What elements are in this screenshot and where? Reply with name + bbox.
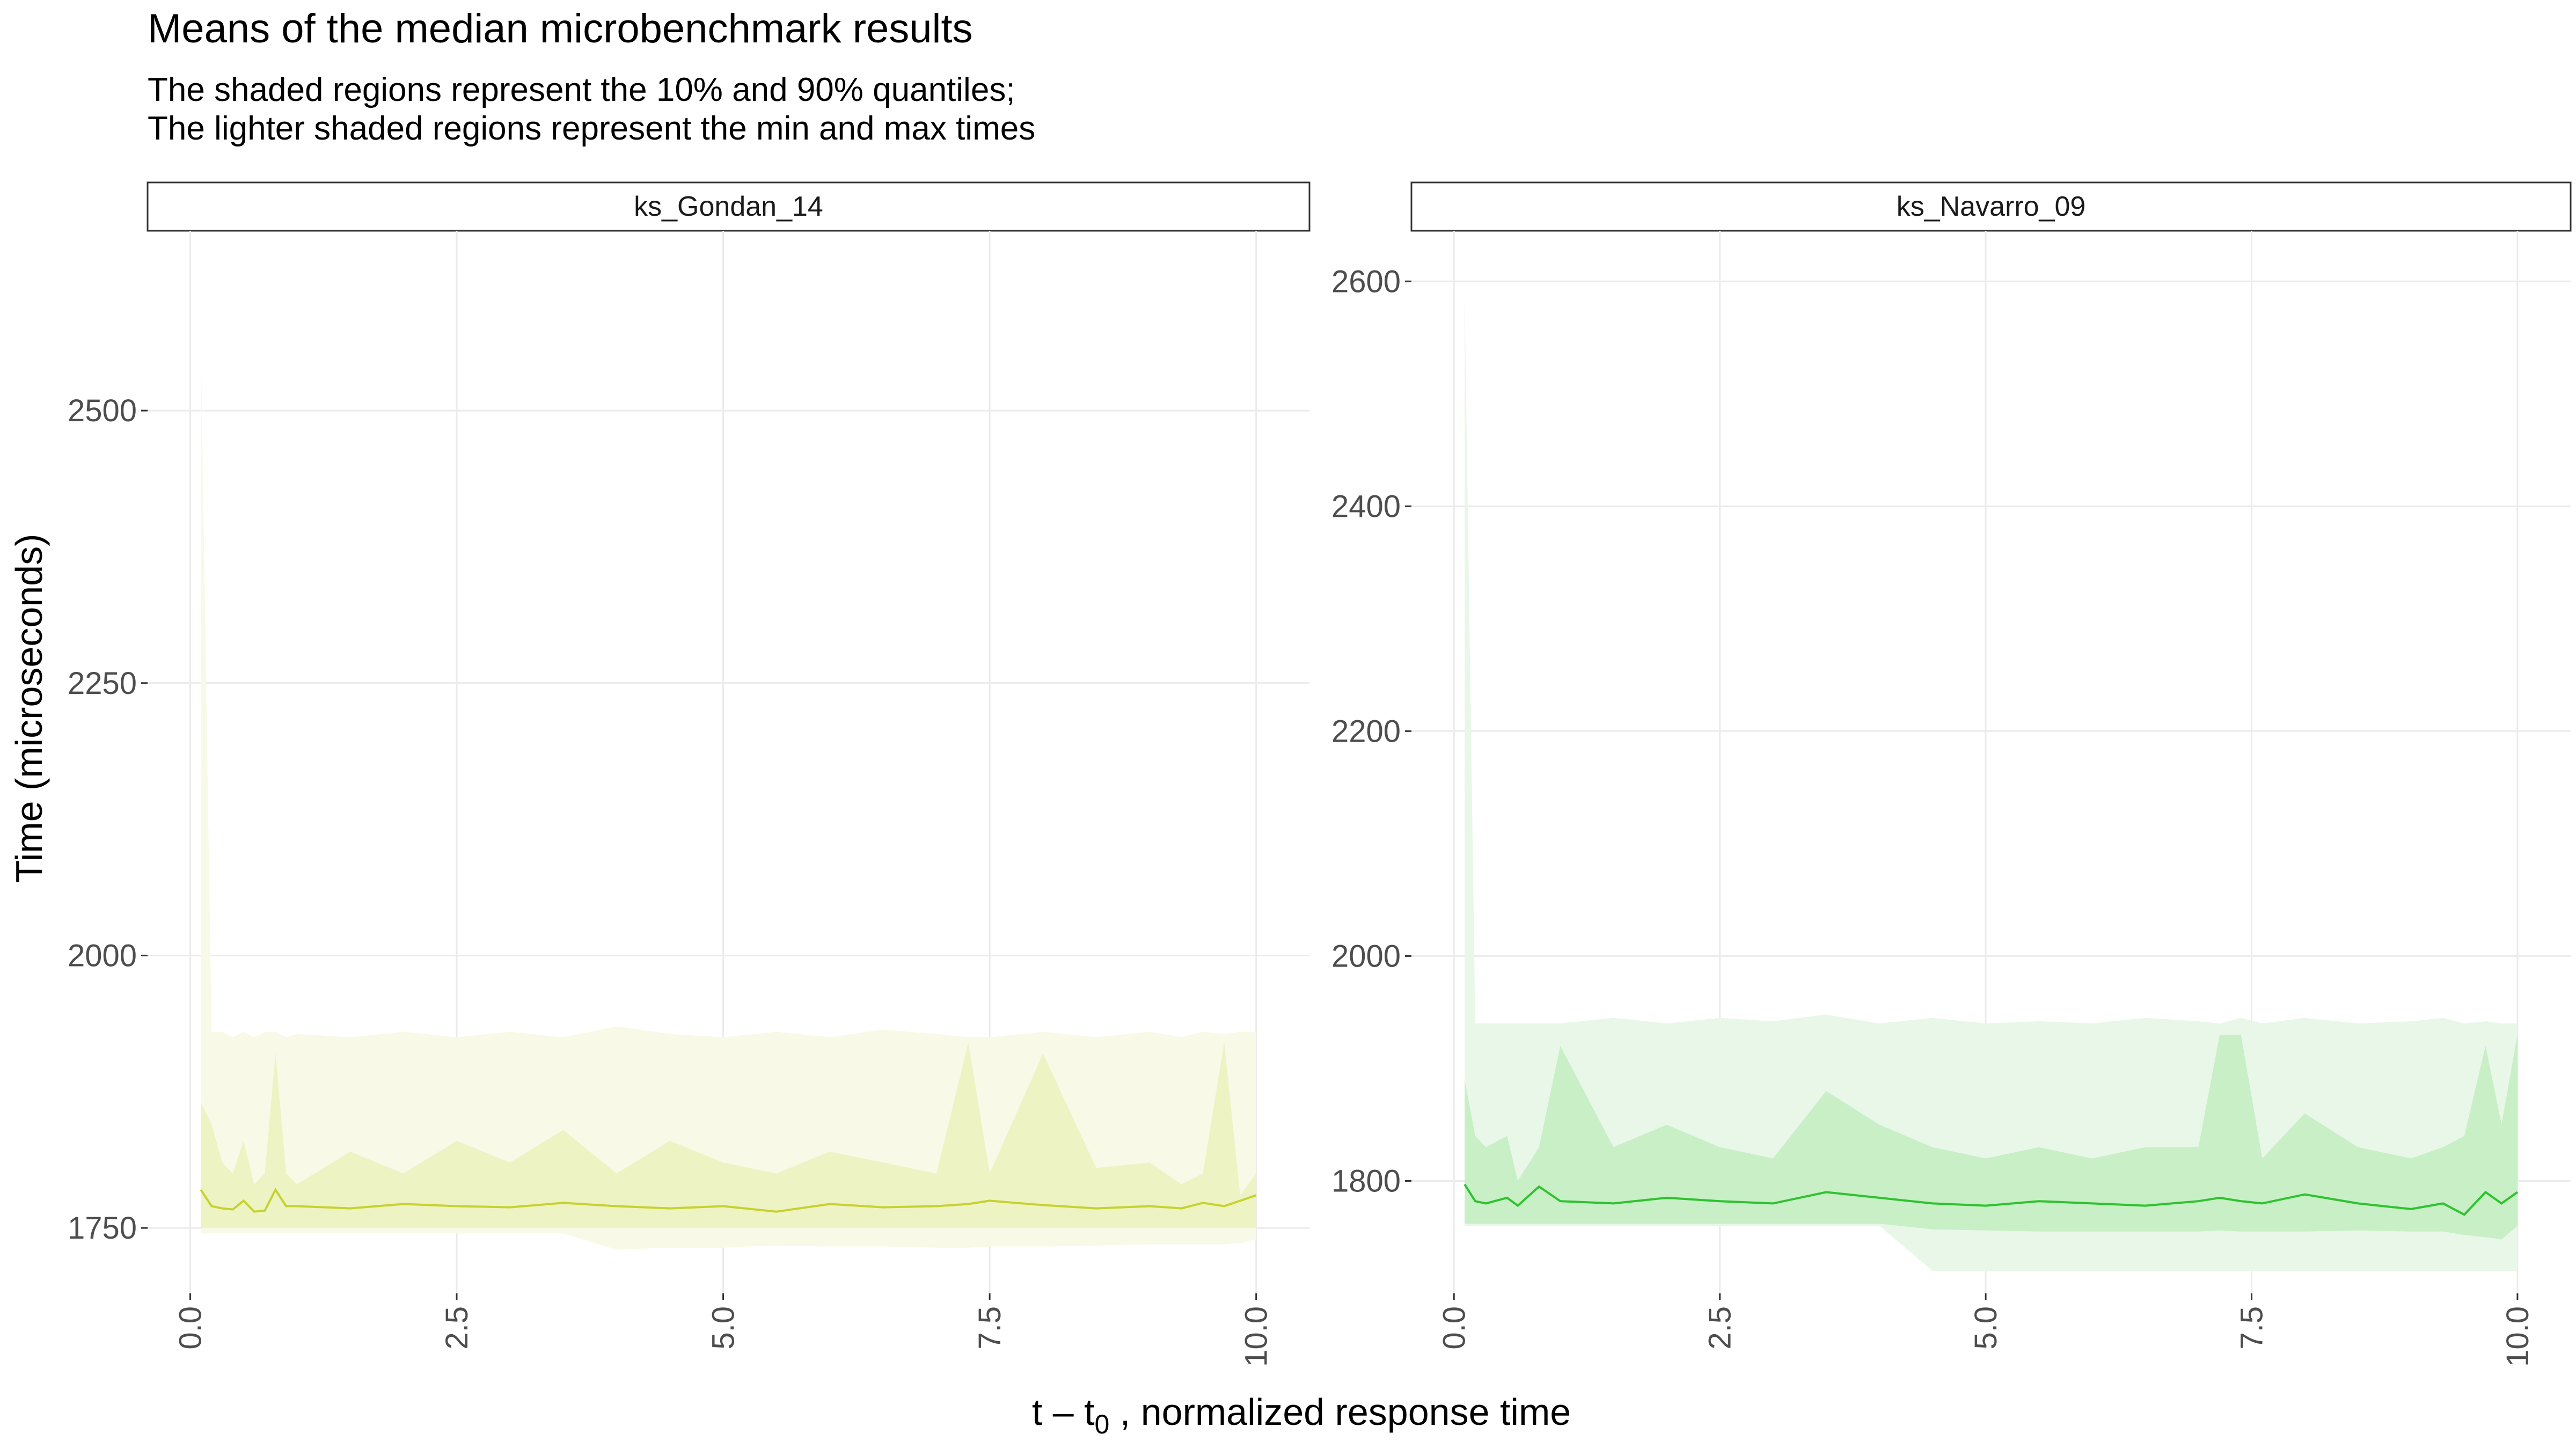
- x-axis-label-subscript: 0: [1095, 1409, 1110, 1439]
- facet-panel-gondan: ks_Gondan_14 1750 2000 2250 2500 0.0 2.5 5.0 7.5…: [68, 181, 1311, 1367]
- x-tick-label: 0.0: [1437, 1306, 1472, 1350]
- chart-title: Means of the median microbenchmark resul…: [148, 6, 973, 52]
- x-tick-label: 2.5: [1703, 1306, 1738, 1350]
- y-tick-label: 2000: [68, 938, 137, 973]
- x-tick-label: 5.0: [1968, 1306, 2003, 1350]
- subtitle-line-1: The shaded regions represent the 10% and…: [148, 71, 1015, 108]
- x-tick-label: 7.5: [2235, 1306, 2270, 1350]
- y-axis-label: Time (microseconds): [8, 534, 50, 883]
- facet-strip-label: ks_Gondan_14: [634, 191, 823, 222]
- x-tick-label: 2.5: [440, 1306, 474, 1350]
- x-axis-label: t – t0 , normalized response time: [1032, 1391, 1571, 1439]
- y-tick-label: 1800: [1331, 1163, 1401, 1198]
- subtitle-line-2: The lighter shaded regions represent the…: [148, 110, 1036, 147]
- quantile-band: [1465, 1035, 2518, 1240]
- chart-subtitle: The shaded regions represent the 10% and…: [148, 71, 1035, 148]
- x-tick-label: 0.0: [173, 1306, 208, 1350]
- y-tick-label: 2200: [1331, 714, 1401, 749]
- mean-line: [200, 1188, 1257, 1213]
- facet-panel-navarro: ks_Navarro_09 1800 2000 2200 2400 2600 0.0 2.5 5…: [1331, 181, 2572, 1367]
- y-tick-label: 2500: [68, 393, 137, 428]
- min-max-band: [1465, 292, 2518, 1271]
- y-tick-label: 1750: [68, 1211, 137, 1246]
- quantile-band: [201, 1042, 1256, 1228]
- facet-strip-label: ks_Navarro_09: [1897, 191, 2086, 222]
- x-tick-label: 7.5: [972, 1306, 1007, 1350]
- x-axis-label-prefix: t – t: [1032, 1391, 1095, 1433]
- y-tick-label: 2600: [1331, 264, 1401, 299]
- min-max-band: [201, 345, 1256, 1250]
- x-tick-label: 5.0: [706, 1306, 741, 1350]
- facet-strip: [147, 181, 1311, 232]
- mean-line: [1463, 1183, 2519, 1216]
- y-tick-label: 2400: [1331, 489, 1401, 524]
- y-tick-label: 2250: [68, 666, 137, 701]
- x-axis-label-suffix: , normalized response time: [1109, 1391, 1571, 1433]
- x-tick-label: 10.0: [1239, 1306, 1274, 1367]
- y-tick-label: 2000: [1331, 939, 1401, 974]
- facet-strip: [1410, 181, 2572, 232]
- x-tick-label: 10.0: [2500, 1306, 2535, 1367]
